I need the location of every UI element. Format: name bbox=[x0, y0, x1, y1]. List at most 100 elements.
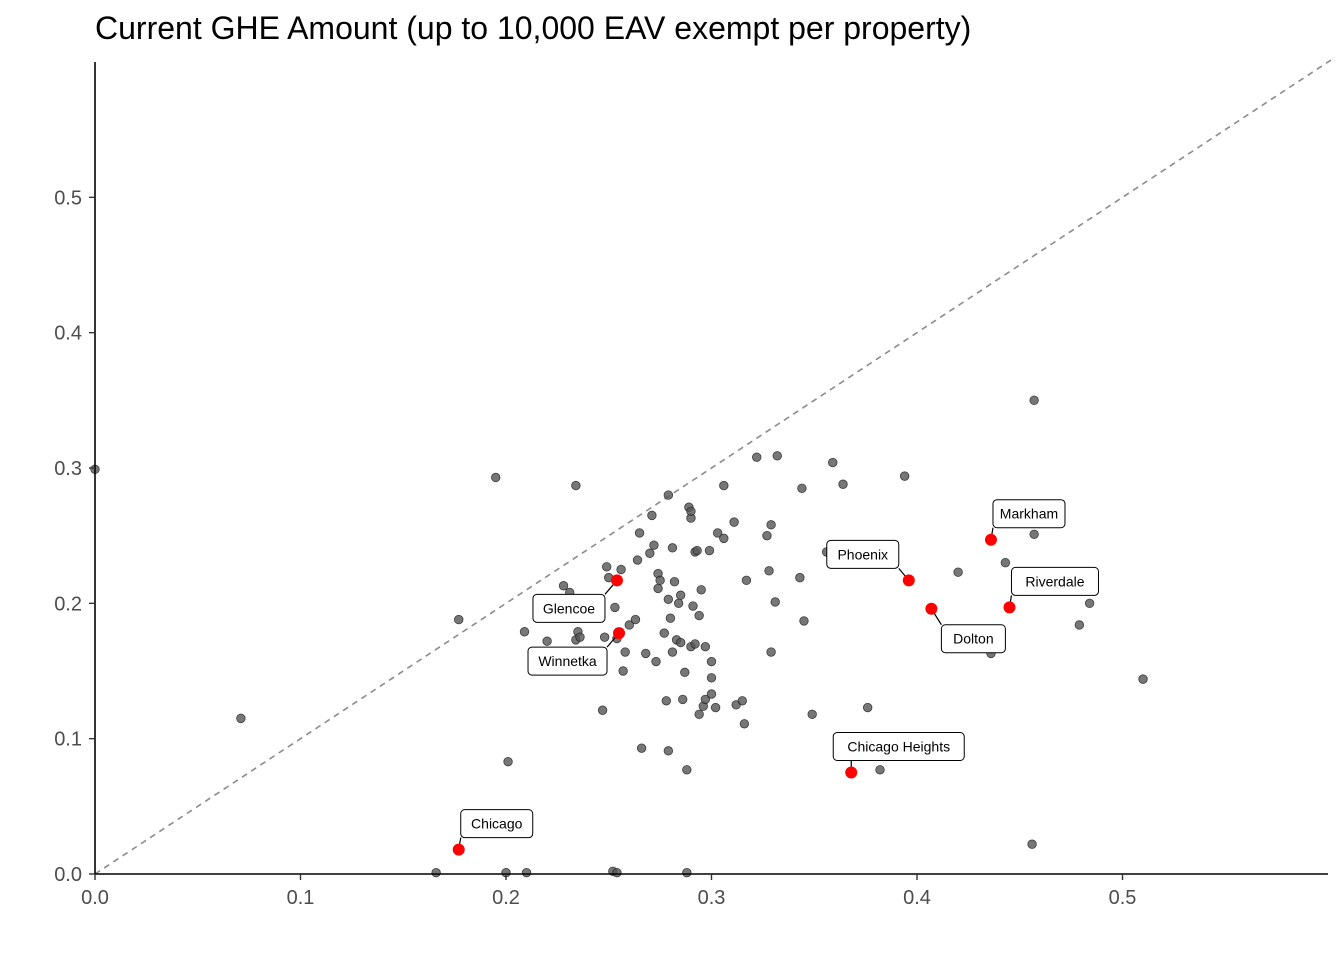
data-point bbox=[1084, 598, 1095, 609]
data-point bbox=[696, 585, 706, 595]
data-point bbox=[675, 637, 686, 648]
data-point bbox=[620, 647, 630, 657]
data-point bbox=[838, 479, 848, 489]
data-point bbox=[431, 867, 441, 878]
data-point bbox=[807, 709, 817, 720]
highlight-label: Riverdale bbox=[1025, 573, 1084, 589]
data-point bbox=[694, 610, 704, 621]
data-point bbox=[862, 702, 873, 713]
points-layer bbox=[90, 395, 1148, 878]
data-point bbox=[634, 528, 645, 538]
highlight-point bbox=[1003, 601, 1016, 614]
label-box bbox=[527, 646, 608, 676]
data-point bbox=[673, 598, 684, 609]
highlight-label: Glencoe bbox=[543, 600, 595, 616]
highlight-label: Chicago bbox=[471, 816, 523, 832]
y-tick-label: 0.0 bbox=[54, 864, 82, 886]
label-box bbox=[1010, 566, 1099, 596]
data-point bbox=[610, 602, 620, 613]
highlight-point bbox=[452, 843, 465, 856]
reference-line-layer bbox=[94, 58, 1334, 875]
data-point bbox=[752, 452, 762, 462]
x-tick-label: 0.0 bbox=[81, 887, 109, 909]
data-point bbox=[575, 632, 585, 642]
highlight-point bbox=[845, 766, 858, 779]
chart-title: Current GHE Amount (up to 10,000 EAV exe… bbox=[95, 10, 972, 46]
data-point bbox=[599, 632, 610, 642]
data-point bbox=[719, 533, 729, 544]
data-point bbox=[694, 709, 704, 720]
data-point bbox=[729, 517, 739, 527]
axes-layer: 0.0 0.1 0.2 0.3 0.4 0.5 0.0 0.1 0.2 0.3 0.4 0.5 bbox=[54, 62, 1328, 909]
data-point bbox=[236, 713, 246, 724]
data-point bbox=[799, 616, 809, 626]
data-point bbox=[663, 746, 674, 756]
data-point bbox=[704, 545, 715, 556]
data-point bbox=[618, 666, 628, 676]
data-point bbox=[651, 656, 661, 667]
data-point bbox=[1074, 620, 1085, 630]
data-point bbox=[571, 480, 581, 491]
x-tick-label: 0.5 bbox=[1109, 887, 1137, 909]
data-point bbox=[597, 705, 608, 715]
data-point bbox=[542, 636, 552, 646]
data-point bbox=[655, 575, 665, 586]
data-point bbox=[661, 696, 671, 706]
data-point bbox=[1000, 558, 1011, 568]
data-point bbox=[645, 548, 655, 558]
reference-line bbox=[94, 58, 1334, 875]
data-point bbox=[828, 457, 838, 468]
highlight-label: Chicago Heights bbox=[847, 739, 950, 755]
label-box bbox=[992, 499, 1066, 529]
data-point bbox=[630, 614, 641, 625]
data-point bbox=[624, 620, 635, 630]
data-point bbox=[641, 648, 651, 659]
data-point bbox=[663, 490, 674, 500]
highlight-label: Dolton bbox=[953, 631, 993, 647]
highlight-point bbox=[984, 533, 997, 546]
data-point bbox=[875, 765, 885, 775]
data-point bbox=[616, 564, 626, 575]
highlight-label: Markham bbox=[1000, 506, 1058, 522]
data-point bbox=[706, 689, 717, 699]
data-point bbox=[653, 583, 663, 594]
labels-layer: Chicago Glencoe Winnetka Phoenix Dolton Markh… bbox=[452, 499, 1099, 856]
data-point bbox=[1138, 674, 1148, 684]
data-point bbox=[766, 647, 776, 657]
data-point bbox=[953, 567, 963, 577]
data-point bbox=[706, 656, 717, 667]
data-point bbox=[737, 696, 748, 706]
x-tick-label: 0.4 bbox=[903, 887, 931, 909]
data-point bbox=[710, 702, 721, 713]
highlight-label: Phoenix bbox=[837, 546, 888, 562]
data-point bbox=[700, 641, 711, 652]
data-point bbox=[503, 756, 513, 767]
data-point bbox=[712, 528, 723, 538]
data-point bbox=[649, 540, 659, 550]
data-point bbox=[632, 555, 643, 565]
data-point bbox=[521, 867, 532, 878]
data-point bbox=[682, 765, 692, 775]
data-point bbox=[688, 601, 698, 611]
data-point bbox=[675, 590, 686, 600]
data-point bbox=[719, 480, 729, 491]
data-point bbox=[1027, 839, 1037, 849]
data-point bbox=[663, 594, 674, 604]
data-point bbox=[692, 545, 702, 556]
data-point bbox=[601, 562, 612, 572]
data-point bbox=[665, 613, 676, 623]
data-point bbox=[770, 597, 780, 607]
x-tick-label: 0.2 bbox=[492, 887, 520, 909]
data-point bbox=[682, 867, 692, 878]
data-point bbox=[741, 575, 752, 586]
data-point bbox=[680, 667, 690, 678]
y-tick-label: 0.5 bbox=[54, 187, 82, 209]
y-tick-label: 0.3 bbox=[54, 458, 82, 480]
label-box bbox=[832, 732, 965, 761]
data-point bbox=[739, 719, 750, 729]
data-point bbox=[1029, 529, 1039, 540]
data-point bbox=[454, 614, 464, 625]
data-point bbox=[899, 471, 910, 481]
y-tick-label: 0.4 bbox=[54, 323, 82, 345]
